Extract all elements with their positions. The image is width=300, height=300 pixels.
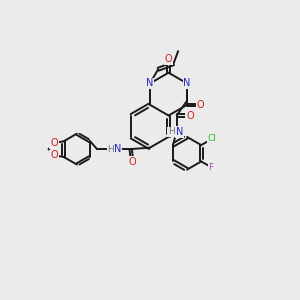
Text: F: F bbox=[208, 163, 214, 172]
Text: N: N bbox=[114, 144, 122, 154]
Text: N: N bbox=[183, 78, 191, 88]
Text: O: O bbox=[196, 100, 204, 110]
Text: O: O bbox=[165, 54, 172, 64]
Text: O: O bbox=[128, 157, 136, 166]
Text: N: N bbox=[176, 127, 183, 137]
Text: H: H bbox=[107, 145, 114, 154]
Text: N: N bbox=[146, 78, 154, 88]
Text: O: O bbox=[186, 110, 194, 121]
Text: O: O bbox=[50, 138, 58, 148]
Text: Cl: Cl bbox=[208, 134, 217, 143]
Text: H: H bbox=[168, 128, 175, 136]
Text: O: O bbox=[50, 150, 58, 160]
